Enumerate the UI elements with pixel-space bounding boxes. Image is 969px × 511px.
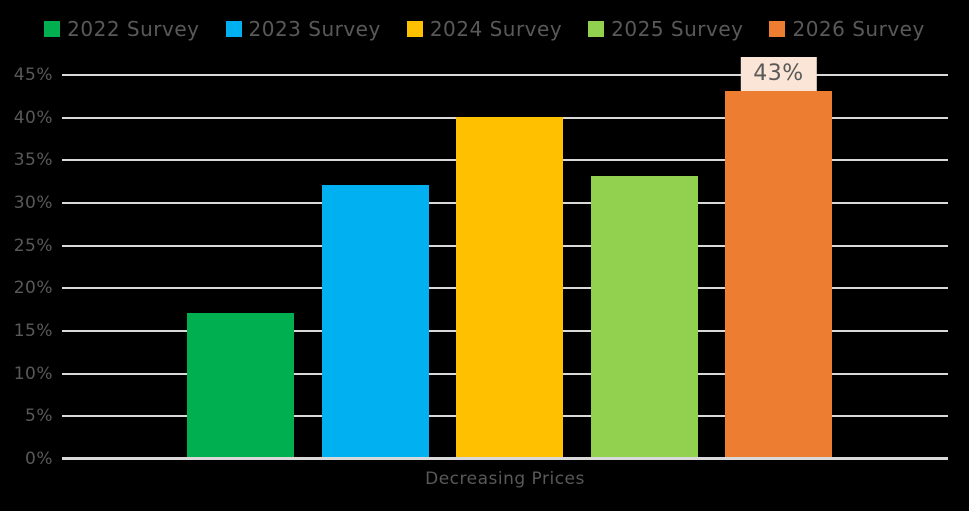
x-axis-label: Decreasing Prices [425,469,585,489]
y-tick-label-35: 35% [13,150,53,171]
bar-2025-survey [591,176,698,458]
legend-label: 2022 Survey [67,17,200,41]
legend-item-2022-survey: 2022 Survey [44,17,199,41]
bar-2024-survey [456,116,563,458]
x-axis-line [62,457,948,460]
legend-item-2026-survey: 2026 Survey [769,17,924,41]
legend-swatch-icon [225,21,242,37]
legend-swatch-icon [769,21,786,37]
y-tick-label-15: 15% [13,321,53,341]
bar-2023-survey [322,184,429,458]
bar-2022-survey [187,312,294,458]
y-tick-label-30: 30% [13,193,53,213]
legend-item-2023-survey: 2023 Survey [225,17,381,41]
y-tick-label-20: 20% [13,278,53,299]
legend-label: 2026 Survey [792,17,925,41]
legend-item-2025-survey: 2025 Survey [588,17,743,41]
legend-swatch-icon [406,21,423,37]
y-tick-label-40: 40% [13,107,53,128]
legend-item-2024-survey: 2024 Survey [406,17,563,41]
legend-swatch-icon [44,21,61,37]
gridline-45 [62,74,948,76]
y-tick-label-0: 0% [25,449,53,469]
legend-swatch-icon [588,21,605,37]
y-tick-label-10: 10% [13,363,53,384]
plot-area: 0% 5% 10% 15% 20% 25% 30% 35% 40% 45% 43% [14,57,948,469]
legend-label: 2024 Survey [429,17,563,41]
y-tick-label-5: 5% [25,406,53,427]
bar-2026-survey [725,91,832,458]
y-tick-label-25: 25% [13,235,53,256]
legend-label: 2023 Survey [248,17,381,41]
legend-label: 2025 Survey [611,17,744,41]
data-label-2026-survey: 43% [740,57,817,92]
y-tick-label-45: 45% [13,65,53,85]
chart-legend: 2022 Survey 2023 Survey 2024 Survey 2025 Su… [0,17,969,41]
